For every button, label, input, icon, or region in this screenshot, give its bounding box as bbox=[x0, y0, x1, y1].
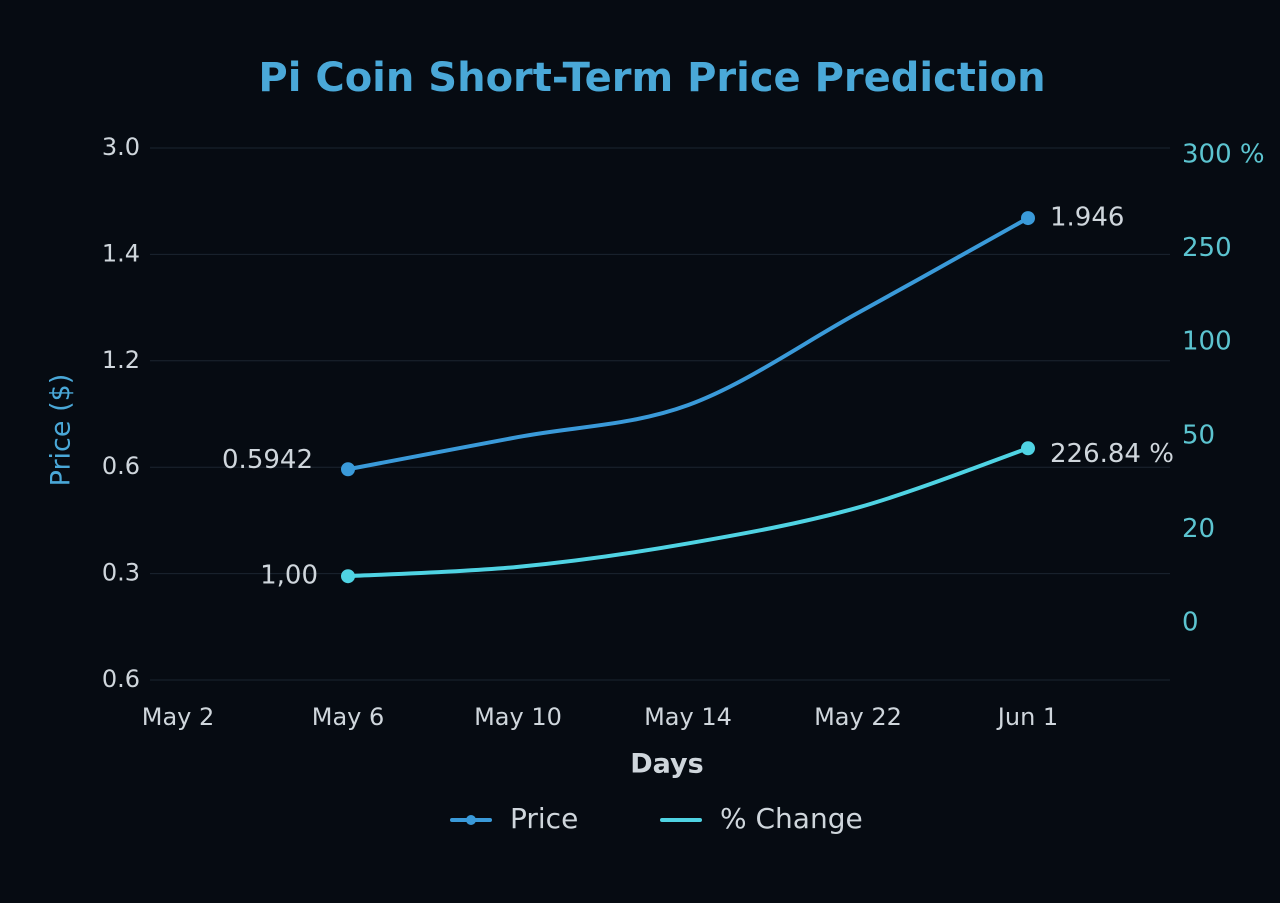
legend-label: Price bbox=[510, 802, 578, 835]
y-tick-label: 1.4 bbox=[102, 239, 140, 267]
x-tick-label: May 22 bbox=[814, 703, 902, 731]
y-tick-label: 0.6 bbox=[102, 452, 140, 480]
data-label: 0.5942 bbox=[222, 445, 313, 475]
y-tick-label: 3.0 bbox=[102, 133, 140, 161]
y2-tick-label: 50 bbox=[1182, 420, 1215, 450]
x-tick-label: May 14 bbox=[644, 703, 732, 731]
y2-tick-label: 0 bbox=[1182, 608, 1199, 638]
point bbox=[1021, 211, 1035, 226]
legend-label: % Change bbox=[720, 802, 863, 835]
point bbox=[341, 569, 355, 584]
y-tick-label: 1.2 bbox=[102, 346, 140, 374]
annotation: 1,00 bbox=[260, 561, 318, 591]
y-tick-label: 0.6 bbox=[102, 665, 140, 693]
x-tick-label: May 10 bbox=[474, 703, 562, 731]
point bbox=[1021, 441, 1035, 456]
y-axis-label: Price ($) bbox=[46, 374, 77, 487]
chart-title: Pi Coin Short-Term Price Prediction bbox=[258, 55, 1045, 101]
point bbox=[341, 462, 355, 477]
x-axis-label: Days bbox=[630, 749, 703, 780]
y2-tick-label: 300 % bbox=[1182, 140, 1265, 170]
y-tick-label: 0.3 bbox=[102, 559, 140, 587]
annotation: 226.84 % bbox=[1050, 439, 1174, 469]
x-tick-label: May 6 bbox=[312, 703, 385, 731]
series-line bbox=[346, 216, 1030, 472]
y2-tick-label: 20 bbox=[1182, 514, 1215, 544]
x-tick-label: Jun 1 bbox=[996, 703, 1058, 731]
y2-tick-label: 250 bbox=[1182, 233, 1232, 263]
legend-marker bbox=[466, 815, 476, 825]
series-line bbox=[346, 446, 1030, 579]
y2-tick-label: 100 bbox=[1182, 327, 1232, 357]
x-tick-label: May 2 bbox=[142, 703, 215, 731]
data-label: 1.946 bbox=[1050, 203, 1124, 233]
